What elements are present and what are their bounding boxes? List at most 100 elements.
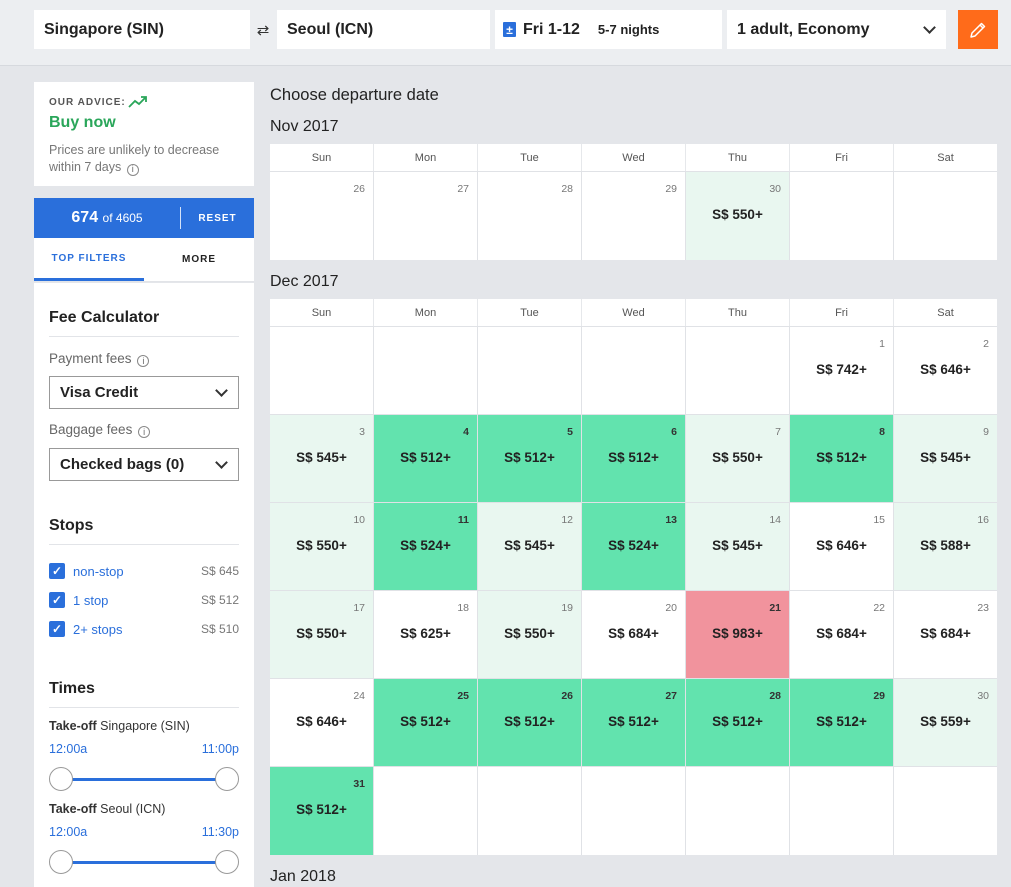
times-title: Times	[49, 680, 239, 708]
reset-button[interactable]: RESET	[198, 212, 237, 224]
info-icon[interactable]: i	[126, 163, 139, 176]
travelers-dropdown[interactable]: 1 adult, Economy	[727, 10, 946, 49]
calendar-week-row: 10 S$ 550+ 11 S$ 524+ 12 S$ 545+ 13 S$ 524+ 14 S$…	[270, 503, 997, 591]
calendar-day-cell[interactable]: 8 S$ 512+	[790, 415, 894, 502]
calendar-week-row: 24 S$ 646+ 25 S$ 512+ 26 S$ 512+ 27 S$ 512+ 28 S$…	[270, 679, 997, 767]
weekday-label: Mon	[374, 299, 478, 326]
day-number: 19	[561, 602, 573, 614]
calendar-day-cell[interactable]: 13 S$ 524+	[582, 503, 686, 590]
advice-title: Buy now	[49, 114, 116, 131]
slider-max-handle[interactable]	[215, 767, 239, 791]
calendar-day-cell[interactable]: 21 S$ 983+	[686, 591, 790, 678]
checkbox-checked-icon[interactable]: ✓	[49, 592, 65, 608]
advice-text: Prices are unlikely to decrease within 7…	[49, 142, 239, 176]
takeoff-singapore-label: Take-off Singapore (SIN)	[49, 719, 190, 733]
calendar-empty-cell	[478, 327, 582, 414]
stop-label[interactable]: 2+ stops	[73, 621, 123, 637]
calendar-day-cell[interactable]: 16 S$ 588+	[894, 503, 997, 590]
takeoff-singapore-slider[interactable]	[49, 767, 239, 791]
calendar-day-cell[interactable]: 2 S$ 646+	[894, 327, 997, 414]
dates-field[interactable]: ± Fri 1-12 5-7 nights	[495, 10, 722, 49]
calendar-day-cell[interactable]: 7 S$ 550+	[686, 415, 790, 502]
takeoff-word: Take-off	[49, 719, 97, 733]
checkbox-checked-icon[interactable]: ✓	[49, 563, 65, 579]
day-price: S$ 550+	[712, 450, 763, 465]
calendar-day-cell[interactable]: 30 S$ 550+	[686, 172, 790, 260]
day-number: 14	[769, 514, 781, 526]
slider-min-handle[interactable]	[49, 850, 73, 874]
day-price: S$ 559+	[920, 714, 971, 729]
calendar-day-cell[interactable]: 22 S$ 684+	[790, 591, 894, 678]
day-price: S$ 512+	[816, 714, 867, 729]
calendar-week-row: 17 S$ 550+ 18 S$ 625+ 19 S$ 550+ 20 S$ 684+ 21 S$…	[270, 591, 997, 679]
stop-option-2plus-stops[interactable]: ✓ 2+ stops S$ 510	[49, 619, 239, 639]
calendar-day-cell[interactable]: 1 S$ 742+	[790, 327, 894, 414]
stop-label[interactable]: non-stop	[73, 563, 124, 579]
weekday-label: Thu	[686, 144, 790, 171]
calendar-day-cell[interactable]: 24 S$ 646+	[270, 679, 374, 766]
info-icon[interactable]: i	[137, 355, 150, 367]
calendar-empty-cell	[790, 172, 894, 260]
swap-icon[interactable]: ⇄	[256, 21, 270, 39]
payment-fees-select[interactable]: Visa Credit	[49, 376, 239, 409]
takeoff-word: Take-off	[49, 802, 97, 816]
day-number: 1	[879, 338, 885, 350]
day-price: S$ 684+	[920, 626, 971, 641]
calendar-day-cell[interactable]: 27 S$ 512+	[582, 679, 686, 766]
checkbox-checked-icon[interactable]: ✓	[49, 621, 65, 637]
calendar-day-cell[interactable]: 17 S$ 550+	[270, 591, 374, 678]
origin-field[interactable]: Singapore (SIN)	[34, 10, 250, 49]
calendar-empty-cell	[686, 767, 790, 855]
day-price: S$ 512+	[608, 714, 659, 729]
takeoff-city: Seoul (ICN)	[100, 802, 166, 816]
calendar-flex-icon: ±	[503, 22, 516, 37]
day-number: 12	[561, 514, 573, 526]
weekday-header: Sun Mon Tue Wed Thu Fri Sat	[270, 299, 997, 327]
stop-option-1-stop[interactable]: ✓ 1 stop S$ 512	[49, 590, 239, 610]
slider-max-handle[interactable]	[215, 850, 239, 874]
calendar-day-cell[interactable]: 29 S$ 512+	[790, 679, 894, 766]
calendar-day-cell[interactable]: 5 S$ 512+	[478, 415, 582, 502]
calendar-day-cell[interactable]: 25 S$ 512+	[374, 679, 478, 766]
calendar-day-cell[interactable]: 31 S$ 512+	[270, 767, 374, 855]
month-label-nov-2017: Nov 2017	[270, 118, 339, 135]
calendar-empty-cell	[582, 767, 686, 855]
day-number: 9	[983, 426, 989, 438]
stop-label[interactable]: 1 stop	[73, 592, 109, 608]
calendar-day-cell[interactable]: 3 S$ 545+	[270, 415, 374, 502]
filters-panel: Fee Calculator Payment fees i Visa Credi…	[34, 283, 254, 887]
calendar-day-cell[interactable]: 20 S$ 684+	[582, 591, 686, 678]
calendar-day-cell[interactable]: 12 S$ 545+	[478, 503, 582, 590]
tab-more[interactable]: MORE	[182, 254, 216, 265]
calendar-week-row: 3 S$ 545+ 4 S$ 512+ 5 S$ 512+ 6 S$ 512+ 7 S$ 550+…	[270, 415, 997, 503]
calendar-day-cell[interactable]: 15 S$ 646+	[790, 503, 894, 590]
calendar-day-cell[interactable]: 18 S$ 625+	[374, 591, 478, 678]
info-icon[interactable]: i	[138, 426, 151, 438]
calendar-day-cell[interactable]: 4 S$ 512+	[374, 415, 478, 502]
day-number: 27	[665, 690, 677, 702]
day-number: 25	[457, 690, 469, 702]
destination-field[interactable]: Seoul (ICN)	[277, 10, 490, 49]
day-price: S$ 512+	[400, 714, 451, 729]
calendar-day-cell[interactable]: 19 S$ 550+	[478, 591, 582, 678]
travelers-value: 1 adult, Economy	[737, 20, 870, 38]
stop-option-nonstop[interactable]: ✓ non-stop S$ 645	[49, 561, 239, 581]
day-number: 22	[873, 602, 885, 614]
calendar-day-cell[interactable]: 9 S$ 545+	[894, 415, 997, 502]
calendar-day-cell[interactable]: 14 S$ 545+	[686, 503, 790, 590]
edit-search-button[interactable]	[958, 10, 998, 49]
calendar-day-cell[interactable]: 6 S$ 512+	[582, 415, 686, 502]
calendar-day-cell[interactable]: 28 S$ 512+	[686, 679, 790, 766]
takeoff-seoul-slider[interactable]	[49, 850, 239, 874]
tab-top-filters[interactable]: TOP FILTERS	[34, 238, 144, 281]
page-title: Choose departure date	[270, 86, 439, 104]
calendar-day-cell[interactable]: 10 S$ 550+	[270, 503, 374, 590]
baggage-fees-select[interactable]: Checked bags (0)	[49, 448, 239, 481]
calendar-day-cell[interactable]: 26 S$ 512+	[478, 679, 582, 766]
day-price: S$ 512+	[504, 450, 555, 465]
calendar-day-cell[interactable]: 11 S$ 524+	[374, 503, 478, 590]
calendar-day-cell[interactable]: 23 S$ 684+	[894, 591, 997, 678]
slider-min-handle[interactable]	[49, 767, 73, 791]
day-number: 11	[457, 514, 469, 526]
calendar-day-cell[interactable]: 30 S$ 559+	[894, 679, 997, 766]
